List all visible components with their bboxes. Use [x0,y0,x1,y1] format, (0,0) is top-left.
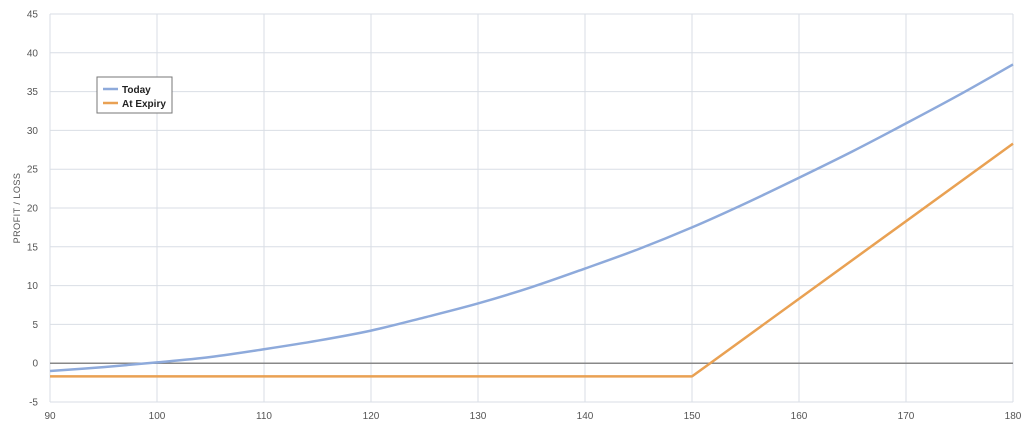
x-tick-label: 110 [256,411,272,422]
x-axis-ticks: 90 100 110 120 130 140 150 160 170 180 [44,411,1021,422]
x-tick-label: 130 [470,411,487,422]
x-tick-label: 180 [1005,411,1022,422]
x-tick-label: 160 [791,411,808,422]
y-tick-label: -5 [29,398,38,409]
y-tick-label: 25 [27,165,39,176]
legend-label-at-expiry: At Expiry [122,99,166,110]
y-tick-label: 45 [27,10,39,21]
legend-label-today: Today [122,85,151,96]
series-line-today [49,63,1014,373]
y-tick-label: 30 [27,126,39,137]
x-tick-label: 140 [577,411,594,422]
x-tick-label: 100 [149,411,166,422]
x-tick-label: 170 [898,411,915,422]
x-tick-label: 90 [44,411,56,422]
y-tick-label: 5 [32,320,38,331]
series-line-at-expiry [50,142,1014,378]
x-tick-label: 120 [363,411,380,422]
y-axis-ticks: -5 0 5 10 15 20 25 30 35 40 45 [27,10,39,409]
legend: Today At Expiry [96,76,173,114]
y-tick-label: 10 [27,281,39,292]
y-tick-label: 40 [27,48,39,59]
y-axis-label: PROFIT / LOSS [12,173,22,244]
grid-lines [49,13,1014,403]
x-tick-label: 150 [684,411,701,422]
legend-box [96,76,173,114]
y-tick-label: 20 [27,204,39,215]
series-group [49,63,1014,378]
y-tick-label: 15 [27,242,39,253]
y-tick-label: 0 [32,359,38,370]
y-tick-label: 35 [27,87,39,98]
